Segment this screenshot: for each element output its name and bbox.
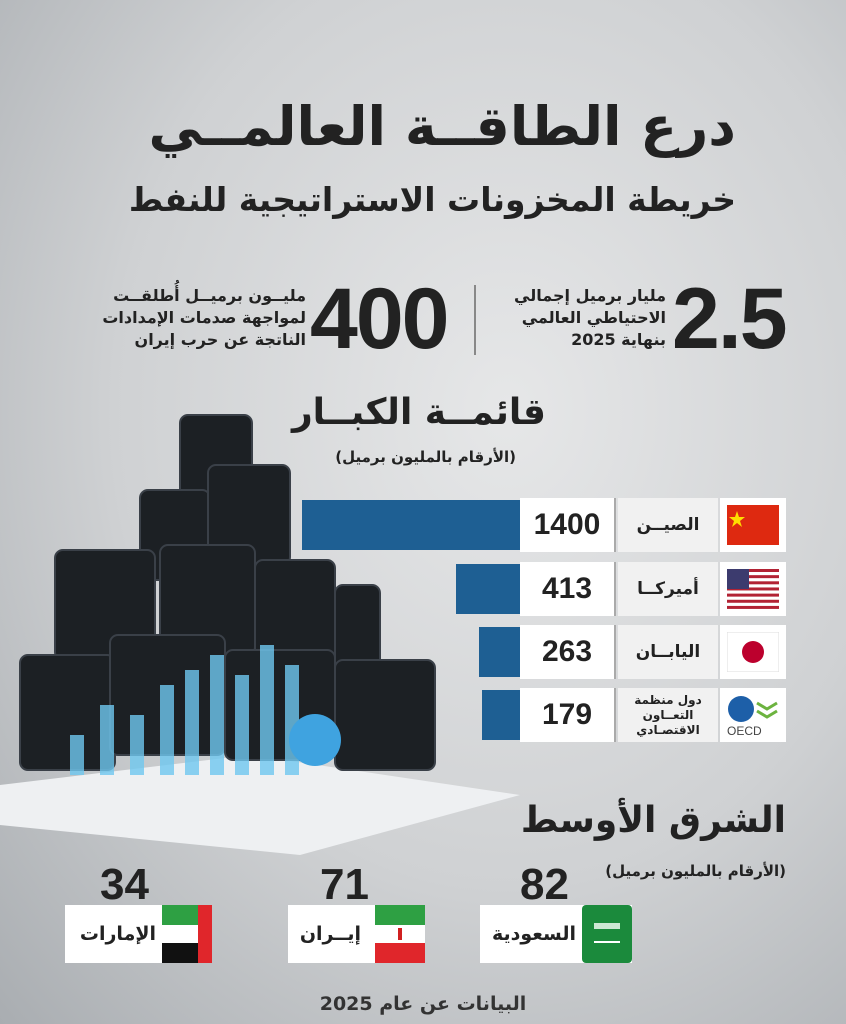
bar-value: 413 <box>520 562 616 616</box>
uae-card: الإمارات <box>65 905 212 963</box>
page-title: درع الطاقــة العالمــي <box>148 95 736 158</box>
footer-note: البيانات عن عام 2025 <box>319 993 527 1015</box>
saudi-card: السعودية <box>480 905 632 963</box>
iran-card: إيــران <box>288 905 425 963</box>
saudi-value: 82 <box>520 860 569 909</box>
stat-line: مليــون برميــل أُطلقــت <box>113 286 306 305</box>
row-flag <box>720 625 786 679</box>
bar-value: 263 <box>520 625 616 679</box>
row-name: اليابــان <box>618 625 718 679</box>
row-label: الصيــن <box>636 515 700 535</box>
stat-line: مليار برميل إجمالي <box>514 286 666 305</box>
usa-flag-icon <box>727 569 779 609</box>
stat-description: مليار برميل إجمالي الاحتياطي العالمي بنه… <box>514 285 666 351</box>
chart-title: قائمــة الكبــار <box>291 392 546 433</box>
bar-value: 179 <box>520 688 616 742</box>
stat-value: 400 <box>310 271 449 367</box>
middle-east-subtitle: (الأرقام بالمليون برميل) <box>605 862 786 880</box>
bar <box>482 690 520 740</box>
row-label: دول منظمة التعــاون الاقتصـادي <box>618 688 718 738</box>
stat-description: مليــون برميــل أُطلقــت لمواجهة صدمات ا… <box>102 285 306 351</box>
bar <box>479 627 520 677</box>
page-subtitle: خريطة المخزونات الاستراتيجية للنفط <box>128 180 736 219</box>
stat-line: الاحتياطي العالمي <box>521 308 666 327</box>
oecd-logo-icon: OECD <box>727 696 778 737</box>
chart-row: 263 اليابــان <box>302 625 786 679</box>
row-label-line: دول منظمة <box>634 693 702 707</box>
uae-value: 34 <box>100 860 149 909</box>
stat-line: بنهاية 2025 <box>571 330 666 349</box>
chart-subtitle: (الأرقام بالمليون برميل) <box>335 448 516 466</box>
bar-value: 1400 <box>520 498 616 552</box>
chart-row: 179 دول منظمة التعــاون الاقتصـادي OECD <box>302 688 786 742</box>
chart-row: 413 أميركــا <box>302 562 786 616</box>
row-flag <box>720 498 786 552</box>
bar <box>455 564 520 614</box>
row-label-line: التعــاون <box>642 708 694 722</box>
row-label: أميركــا <box>637 579 699 599</box>
saudi-flag-icon <box>582 905 632 963</box>
china-flag-icon <box>727 505 779 545</box>
japan-flag-icon <box>727 632 779 672</box>
oil-barrels-illustration <box>0 414 520 855</box>
bar <box>302 500 520 550</box>
chart-row: 1400 الصيــن <box>302 498 786 552</box>
iran-flag-icon <box>375 905 425 963</box>
row-name: الصيــن <box>618 498 718 552</box>
iran-value: 71 <box>320 860 369 909</box>
stat-line: لمواجهة صدمات الإمدادات <box>102 308 306 327</box>
stat-value: 2.5 <box>672 271 788 367</box>
uae-flag-icon <box>162 905 212 963</box>
row-flag: OECD <box>720 688 786 742</box>
row-label: اليابــان <box>635 642 701 662</box>
middle-east-title: الشرق الأوسط <box>520 800 786 841</box>
saudi-label: السعودية <box>491 923 576 945</box>
row-name: دول منظمة التعــاون الاقتصـادي <box>618 688 718 742</box>
uae-label: الإمارات <box>79 923 156 945</box>
row-label-line: الاقتصـادي <box>636 723 700 737</box>
divider <box>474 285 476 355</box>
svg-text:OECD: OECD <box>727 724 762 737</box>
row-flag <box>720 562 786 616</box>
row-name: أميركــا <box>618 562 718 616</box>
iran-label: إيــران <box>299 923 361 945</box>
stat-line: الناتجة عن حرب إيران <box>134 330 306 349</box>
